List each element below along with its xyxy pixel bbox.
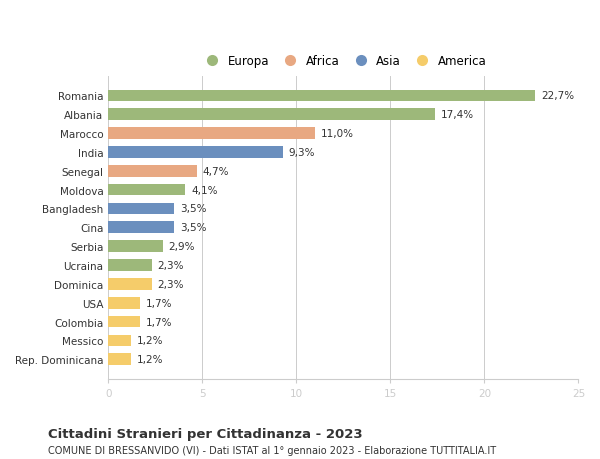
Text: 2,9%: 2,9% [169, 242, 195, 252]
Text: 3,5%: 3,5% [180, 204, 206, 214]
Text: COMUNE DI BRESSANVIDO (VI) - Dati ISTAT al 1° gennaio 2023 - Elaborazione TUTTIT: COMUNE DI BRESSANVIDO (VI) - Dati ISTAT … [48, 445, 496, 455]
Text: 17,4%: 17,4% [441, 110, 474, 120]
Text: 4,1%: 4,1% [191, 185, 218, 195]
Text: 11,0%: 11,0% [321, 129, 354, 139]
Bar [109, 203, 174, 215]
Bar [109, 335, 131, 347]
Text: 22,7%: 22,7% [541, 91, 574, 101]
Bar [109, 147, 283, 158]
Text: Cittadini Stranieri per Cittadinanza - 2023: Cittadini Stranieri per Cittadinanza - 2… [48, 427, 362, 440]
Text: 4,7%: 4,7% [202, 167, 229, 176]
Text: 2,3%: 2,3% [157, 261, 184, 270]
Bar [109, 297, 140, 309]
Bar [109, 354, 131, 365]
Text: 9,3%: 9,3% [289, 148, 316, 157]
Bar [109, 128, 315, 140]
Text: 1,7%: 1,7% [146, 317, 172, 327]
Legend: Europa, Africa, Asia, America: Europa, Africa, Asia, America [198, 52, 488, 70]
Bar [109, 222, 174, 234]
Text: 1,2%: 1,2% [137, 336, 163, 346]
Text: 3,5%: 3,5% [180, 223, 206, 233]
Bar [109, 260, 152, 271]
Text: 1,7%: 1,7% [146, 298, 172, 308]
Bar [109, 316, 140, 328]
Bar [109, 90, 535, 102]
Bar [109, 166, 197, 177]
Bar [109, 279, 152, 290]
Bar [109, 241, 163, 252]
Bar [109, 185, 185, 196]
Text: 1,2%: 1,2% [137, 354, 163, 364]
Text: 2,3%: 2,3% [157, 280, 184, 289]
Bar [109, 109, 436, 121]
